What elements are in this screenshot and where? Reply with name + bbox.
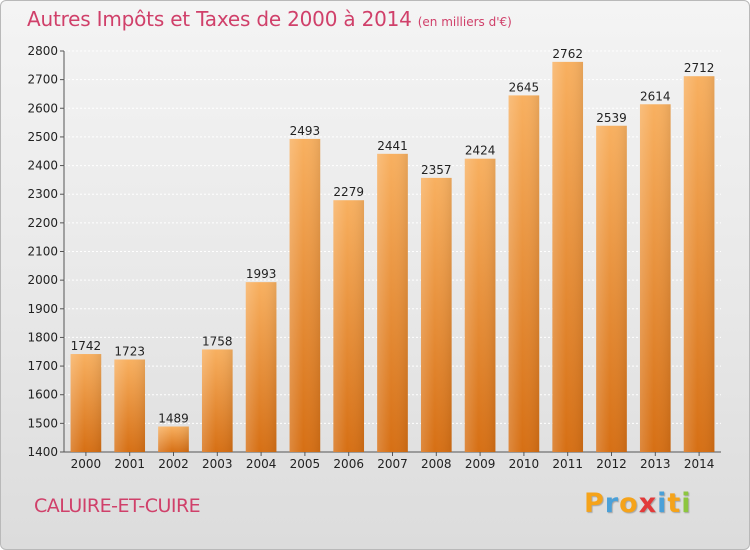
value-label-2009: 2424	[465, 144, 496, 158]
y-tick-label: 1900	[27, 302, 58, 316]
bar-shade	[245, 282, 277, 452]
x-tick-label-2000: 2000	[71, 457, 102, 471]
bar-shade	[377, 153, 408, 452]
y-tick-label: 2200	[27, 216, 58, 230]
x-tick-label-2006: 2006	[333, 457, 364, 471]
bar-shade	[464, 158, 496, 452]
x-tick-label-2003: 2003	[202, 457, 233, 471]
logo-letter: x	[638, 488, 658, 519]
y-tick-label: 2100	[27, 245, 58, 259]
x-tick-label-2011: 2011	[552, 457, 583, 471]
value-label-2011: 2762	[552, 47, 583, 61]
value-label-2002: 1489	[158, 412, 189, 426]
x-tick-label-2002: 2002	[158, 457, 189, 471]
y-tick-label: 2600	[27, 101, 58, 115]
bar-shade	[70, 354, 102, 452]
logo-letter: i	[657, 488, 668, 519]
bar-shade	[289, 138, 321, 452]
value-label-2008: 2357	[421, 163, 452, 177]
value-labels: 1742 1723 1489 1758 1993 2493 2279 2441 2357 2424…	[71, 47, 715, 426]
value-label-2014: 2712	[684, 61, 715, 75]
bars	[70, 61, 715, 453]
value-label-2005: 2493	[290, 124, 321, 138]
y-tick-label: 2300	[27, 187, 58, 201]
value-label-2003: 1758	[202, 334, 233, 348]
y-tick-label: 2500	[27, 130, 58, 144]
value-label-2006: 2279	[333, 185, 364, 199]
logo-letter: o	[619, 488, 639, 519]
y-tick-label: 1400	[27, 445, 58, 459]
x-tick-label-2007: 2007	[377, 457, 408, 471]
logo-letter: r	[604, 488, 620, 519]
chart-title: Autres Impôts et Taxes de 2000 à 2014 (en…	[27, 7, 512, 31]
logo-letter: P	[584, 488, 605, 519]
y-tick-label: 2700	[27, 73, 58, 87]
x-tick-label-2005: 2005	[290, 457, 321, 471]
value-label-2000: 1742	[71, 339, 102, 353]
x-tick-label-2012: 2012	[596, 457, 627, 471]
y-tick-label: 1800	[27, 330, 58, 344]
y-tick-label: 2400	[27, 159, 58, 173]
bar-shade	[552, 61, 584, 453]
x-tick-label-2008: 2008	[421, 457, 452, 471]
bar-shade	[508, 95, 540, 453]
proxiti-logo[interactable]: Proxiti	[584, 488, 692, 519]
value-label-2007: 2441	[377, 139, 408, 153]
y-tick-label: 1600	[27, 388, 58, 402]
x-tick-label-2014: 2014	[684, 457, 715, 471]
value-label-2001: 1723	[114, 344, 145, 358]
y-tick-label: 1700	[27, 359, 58, 373]
y-tick-label: 1500	[27, 416, 58, 430]
x-tick-label-2009: 2009	[465, 457, 496, 471]
x-tick-label-2001: 2001	[114, 457, 145, 471]
x-tick-label-2010: 2010	[509, 457, 540, 471]
bar-shade	[596, 125, 627, 452]
value-label-2004: 1993	[246, 267, 277, 281]
y-tick-label: 2000	[27, 273, 58, 287]
bar-shade	[201, 349, 233, 452]
value-label-2012: 2539	[596, 111, 627, 125]
x-tick-label-2004: 2004	[246, 457, 277, 471]
bar-shade	[420, 177, 452, 452]
bar-shade	[683, 76, 715, 452]
x-tick-label-2013: 2013	[640, 457, 671, 471]
bar-shade	[114, 359, 146, 452]
city-name: CALUIRE-ET-CUIRE	[34, 495, 201, 517]
y-tick-label: 2800	[27, 44, 58, 58]
bar-shade	[333, 200, 365, 452]
chart-subtitle: (en milliers d'€)	[417, 15, 512, 29]
logo-letter: t	[667, 488, 682, 519]
value-label-2013: 2614	[640, 89, 671, 103]
value-label-2010: 2645	[509, 80, 540, 94]
logo-letter: i	[681, 488, 692, 519]
bar-shade	[639, 104, 671, 453]
chart-title-text: Autres Impôts et Taxes de 2000 à 2014	[27, 7, 412, 31]
bar-shade	[158, 426, 189, 452]
